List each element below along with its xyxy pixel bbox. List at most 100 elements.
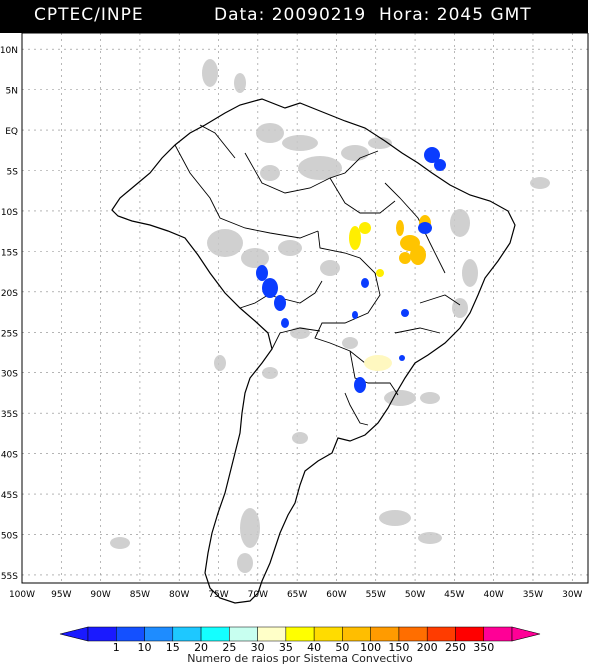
lon-label: 100W <box>9 590 35 600</box>
cloud-patch <box>290 327 310 339</box>
cloud-patch <box>240 508 260 548</box>
legend-left-arrow <box>59 626 89 642</box>
legend-swatch <box>313 626 343 642</box>
legend-swatch <box>370 626 400 642</box>
lon-label: 60W <box>326 590 346 600</box>
lightning-cell <box>424 147 440 163</box>
cloud-patch <box>379 510 411 526</box>
lat-label: 5N <box>6 87 18 97</box>
coastline-and-borders <box>111 98 516 604</box>
lon-label: 70W <box>248 590 268 600</box>
legend-swatch <box>200 626 230 642</box>
date-time-label: Data: 20090219 Hora: 2045 GMT <box>214 5 532 25</box>
legend-tick-label: 10 <box>138 641 152 652</box>
legend-swatch <box>398 626 428 642</box>
lightning-cell <box>399 355 405 361</box>
legend-swatch <box>342 626 371 642</box>
legend-tick-label: 40 <box>307 641 321 652</box>
legend-swatch <box>229 626 258 642</box>
legend-tick-label: 150 <box>388 641 409 652</box>
lat-label: 25S <box>1 329 18 339</box>
lightning-cell <box>361 278 369 288</box>
lat-label: EQ <box>5 127 18 137</box>
legend-tick-label: 20 <box>194 641 208 652</box>
source-label: CPTEC/INPE <box>34 5 144 25</box>
lon-label: 45W <box>444 590 464 600</box>
cloud-patch <box>452 298 468 318</box>
legend-tick-label: 30 <box>251 641 265 652</box>
lightning-cell <box>401 309 409 317</box>
lightning-cell <box>399 252 411 264</box>
cloud-patch <box>320 260 340 276</box>
cloud-cover <box>110 59 550 573</box>
legend-tick-label: 200 <box>417 641 438 652</box>
cloud-patch <box>368 137 392 149</box>
cloud-patch <box>384 390 416 406</box>
cloud-patch <box>292 432 308 444</box>
lon-label: 65W <box>287 590 307 600</box>
lat-label: 10S <box>1 208 18 218</box>
cloud-patch <box>241 248 269 268</box>
lightning-cell <box>349 226 361 250</box>
lightning-cell <box>396 220 404 236</box>
cloud-patch <box>278 240 302 256</box>
lat-label: 15S <box>1 248 18 258</box>
lon-label: 30W <box>562 590 582 600</box>
color-scale-legend: 1 10 15 20 25 30 35 40 50 100 150 200 250 350 <box>59 626 541 652</box>
legend-swatch <box>257 626 287 642</box>
south-america-coastline <box>111 98 516 604</box>
cloud-patch <box>214 355 226 371</box>
lat-label: 5S <box>7 168 19 178</box>
color-scale-bar <box>59 626 541 642</box>
cloud-patch <box>341 145 369 161</box>
lightning-cells <box>256 147 446 393</box>
legend-tick-label: 1 <box>113 641 120 652</box>
lon-label: 50W <box>405 590 425 600</box>
cloud-patch <box>418 532 442 544</box>
lat-label: 40S <box>1 451 18 461</box>
lon-label: 55W <box>366 590 386 600</box>
lat-label: 20S <box>1 289 18 299</box>
lat-label: 30S <box>1 370 18 380</box>
lightning-cell <box>281 318 289 328</box>
lightning-cell <box>274 295 286 311</box>
legend-tick-label: 25 <box>222 641 236 652</box>
legend-swatch <box>172 626 202 642</box>
lat-label: 50S <box>1 531 18 541</box>
cloud-patch <box>237 553 253 573</box>
legend-tick-label: 250 <box>445 641 466 652</box>
lat-label: 55S <box>1 572 18 582</box>
legend-swatch <box>483 626 513 642</box>
axis-labels: 10N 5N EQ 5S 10S 15S 20S 25S 30S 35S 40S 45S 50S 55S 1… <box>0 46 583 600</box>
lon-label: 75W <box>208 590 228 600</box>
legend-tick-label: 15 <box>166 641 180 652</box>
lon-label: 90W <box>90 590 110 600</box>
lightning-cell <box>359 222 371 234</box>
lat-label: 45S <box>1 491 18 501</box>
legend-swatch <box>285 626 315 642</box>
lon-label: 80W <box>169 590 189 600</box>
cloud-patch <box>450 209 470 237</box>
lon-label: 95W <box>51 590 71 600</box>
legend-swatch <box>426 626 456 642</box>
cloud-patch <box>420 392 440 404</box>
lightning-cell <box>354 377 366 393</box>
graticule <box>21 33 588 583</box>
cloud-patch <box>530 177 550 189</box>
lightning-cell <box>256 265 268 281</box>
cloud-patch <box>298 156 342 180</box>
cloud-patch <box>110 537 130 549</box>
legend-tick-label: 35 <box>279 641 293 652</box>
cloud-patch <box>202 59 218 87</box>
legend-swatch <box>116 626 145 642</box>
lightning-cell <box>352 311 358 319</box>
lat-label: 10N <box>0 46 18 56</box>
lightning-cell <box>418 222 432 234</box>
cloud-patch <box>260 165 280 181</box>
cloud-patch <box>234 73 246 93</box>
lightning-cell <box>262 278 278 298</box>
lightning-cell <box>410 245 426 265</box>
cloud-patch <box>282 135 318 151</box>
lightning-cell <box>364 355 392 371</box>
legend-tick-label: 350 <box>473 641 494 652</box>
